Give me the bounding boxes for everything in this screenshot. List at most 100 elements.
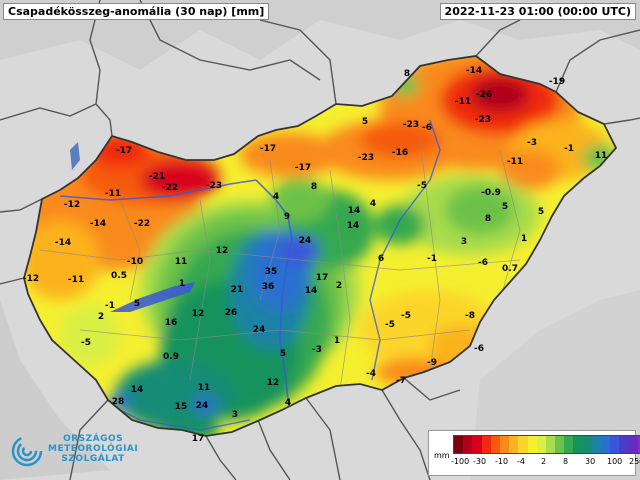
station-value-label: -6 <box>474 344 484 354</box>
station-value: -17 <box>295 163 311 173</box>
station-value-label: -11 <box>68 275 84 285</box>
station-value: -5 <box>81 338 91 348</box>
station-value-label: 36 <box>262 282 275 292</box>
station-value-label: 14 <box>305 286 318 296</box>
legend-swatch <box>454 436 464 453</box>
omsz-logo: ORSZÁGOS METEOROLÓGIAI SZOLGÁLAT <box>8 430 158 474</box>
station-value-label: 4 <box>273 192 279 202</box>
station-value-label: 0.5 <box>111 271 127 281</box>
station-value-label: 12 <box>216 246 229 256</box>
station-value: -1 <box>427 254 437 264</box>
station-value: 14 <box>348 206 361 216</box>
station-value: 0.9 <box>163 352 179 362</box>
station-value-label: -10 <box>127 257 143 267</box>
station-value-label: 21 <box>231 285 244 295</box>
station-value: 5 <box>134 299 140 309</box>
station-value-label: 28 <box>112 397 125 407</box>
station-value: 5 <box>280 349 286 359</box>
station-value-label: -16 <box>392 148 408 158</box>
station-value: 16 <box>165 318 178 328</box>
station-value-label: 5 <box>280 349 286 359</box>
station-value: 24 <box>299 236 312 246</box>
station-value-label: 24 <box>299 236 312 246</box>
station-value-label: 1 <box>179 279 185 289</box>
station-value: 35 <box>265 267 278 277</box>
station-value: -23 <box>475 115 491 125</box>
station-value-label: 11 <box>595 151 608 161</box>
legend-tick-label: -30 <box>473 457 487 466</box>
station-value-label: -4 <box>366 369 376 379</box>
station-value: -19 <box>549 77 565 87</box>
station-value-label: 5 <box>134 299 140 309</box>
station-value-label: -9 <box>427 358 437 368</box>
station-value: 8 <box>485 214 491 224</box>
station-value: 11 <box>198 383 211 393</box>
map-timestamp: 2022-11-23 01:00 (00:00 UTC) <box>439 3 636 20</box>
legend-swatch <box>619 436 629 453</box>
legend-swatch <box>545 436 556 453</box>
lake-neusiedl <box>70 142 80 170</box>
station-value: 8 <box>311 182 317 192</box>
station-value-label: -17 <box>295 163 311 173</box>
station-value-label: 14 <box>347 221 360 231</box>
station-value-label: -5 <box>401 311 411 321</box>
station-value-label: -0.9 <box>481 188 501 198</box>
station-value-label: -23 <box>358 153 374 163</box>
station-value: -17 <box>116 146 132 156</box>
station-value: 17 <box>316 273 329 283</box>
station-value: 1 <box>334 336 340 346</box>
station-value: -7 <box>396 376 406 386</box>
logo-text: ORSZÁGOS METEOROLÓGIAI SZOLGÁLAT <box>48 434 138 464</box>
station-value-label: 24 <box>196 401 209 411</box>
station-value-label: 3 <box>461 237 467 247</box>
legend-color-bar <box>453 435 640 454</box>
station-value-label: 12 <box>267 378 280 388</box>
station-value: 26 <box>225 308 238 318</box>
station-value: -17 <box>260 144 276 154</box>
legend-swatch <box>601 436 611 453</box>
station-value: -11 <box>507 157 523 167</box>
legend-swatch <box>582 436 592 453</box>
station-value: 3 <box>461 237 467 247</box>
station-value-label: 4 <box>370 199 376 209</box>
station-value: 11 <box>175 257 188 267</box>
station-value: -6 <box>474 344 484 354</box>
station-value-label: 5 <box>362 117 368 127</box>
station-value: -12 <box>64 200 80 210</box>
station-value: -11 <box>105 189 121 199</box>
station-value: 15 <box>175 402 188 412</box>
hungary-border <box>23 55 618 437</box>
station-value-label: -17 <box>260 144 276 154</box>
station-value: -1 <box>105 301 115 311</box>
legend-swatch <box>518 436 528 453</box>
station-value: -0.9 <box>481 188 501 198</box>
station-value-label: 6 <box>378 254 384 264</box>
station-value-label: 0.9 <box>163 352 179 362</box>
station-value: -11 <box>455 97 471 107</box>
station-value-label: -21 <box>149 172 165 182</box>
station-value: 14 <box>131 385 144 395</box>
station-value-label: 24 <box>253 325 266 335</box>
station-value: -14 <box>55 238 71 248</box>
station-value-label: -19 <box>549 77 565 87</box>
legend-swatch <box>628 436 638 453</box>
station-value: 5 <box>362 117 368 127</box>
station-value: -23 <box>206 181 222 191</box>
station-value-label: -6 <box>478 258 488 268</box>
omsz-swirl-icon <box>11 435 43 467</box>
station-value: -9 <box>427 358 437 368</box>
station-value: 0.5 <box>111 271 127 281</box>
station-value-label: -23 <box>206 181 222 191</box>
logo-line: SZOLGÁLAT <box>61 454 125 464</box>
station-value: -23 <box>403 120 419 130</box>
station-value-label: 15 <box>175 402 188 412</box>
legend-swatch <box>573 436 583 453</box>
station-value-label: 11 <box>198 383 211 393</box>
legend-swatch <box>481 436 491 453</box>
station-value: -5 <box>417 181 427 191</box>
station-value: 11 <box>595 151 608 161</box>
station-value: 5 <box>538 207 544 217</box>
station-value: 2 <box>98 312 104 322</box>
station-value-label: 1 <box>334 336 340 346</box>
